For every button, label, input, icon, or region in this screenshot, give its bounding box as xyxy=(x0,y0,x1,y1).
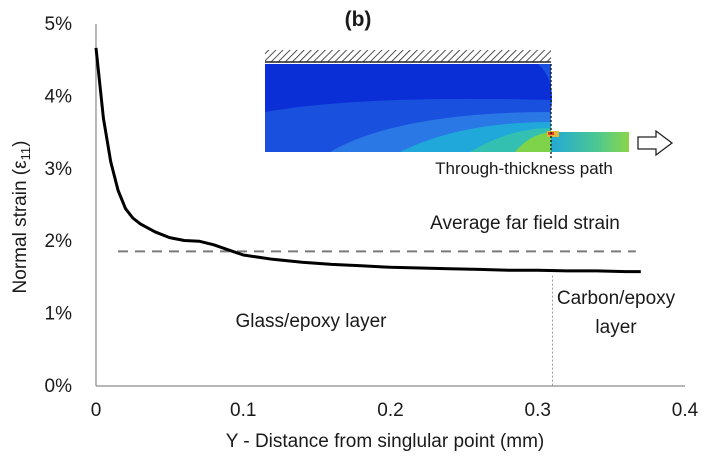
region-label-glass: Glass/epoxy layer xyxy=(235,311,387,332)
region-label-carbon-line2: layer xyxy=(595,317,637,338)
load-arrow-icon xyxy=(637,129,674,157)
x-tick-label: 0.2 xyxy=(377,400,403,421)
y-tick-label: 5% xyxy=(45,14,73,35)
x-tick-label: 0.3 xyxy=(525,400,551,421)
region-label-carbon-line1: Carbon/epoxy xyxy=(557,288,676,309)
y-tick-label: 4% xyxy=(45,86,73,107)
x-tick-label: 0.1 xyxy=(230,400,256,421)
y-tick-label: 1% xyxy=(45,304,73,325)
axes xyxy=(95,24,685,387)
fea-contour-inset xyxy=(265,50,674,160)
inset-hatch-clamp xyxy=(265,50,551,62)
inset-notch-edge xyxy=(538,64,553,110)
reference-line-label: Average far field strain xyxy=(430,213,620,234)
y-tick-label: 2% xyxy=(45,231,73,252)
y-tick-label: 0% xyxy=(45,376,73,397)
x-tick-label: 0 xyxy=(91,400,102,421)
ticks: 0 0.1 0.2 0.3 0.4 0% 1% 2% 3% 4% 5% xyxy=(45,14,699,421)
inset-carbon-strip xyxy=(551,132,629,152)
series xyxy=(94,47,641,274)
strain-series-line xyxy=(94,47,641,274)
x-axis-label: Y - Distance from singlular point (mm) xyxy=(226,431,545,452)
inset-contour-band-5 xyxy=(515,132,551,152)
inset-path-label: Through-thickness path xyxy=(435,159,613,178)
panel-label: (b) xyxy=(345,8,372,31)
x-tick-label: 0.4 xyxy=(672,400,699,421)
y-tick-label: 3% xyxy=(45,159,73,180)
reference-lines xyxy=(118,250,636,386)
y-axis-label: Normal strain (ε11) xyxy=(10,141,33,294)
